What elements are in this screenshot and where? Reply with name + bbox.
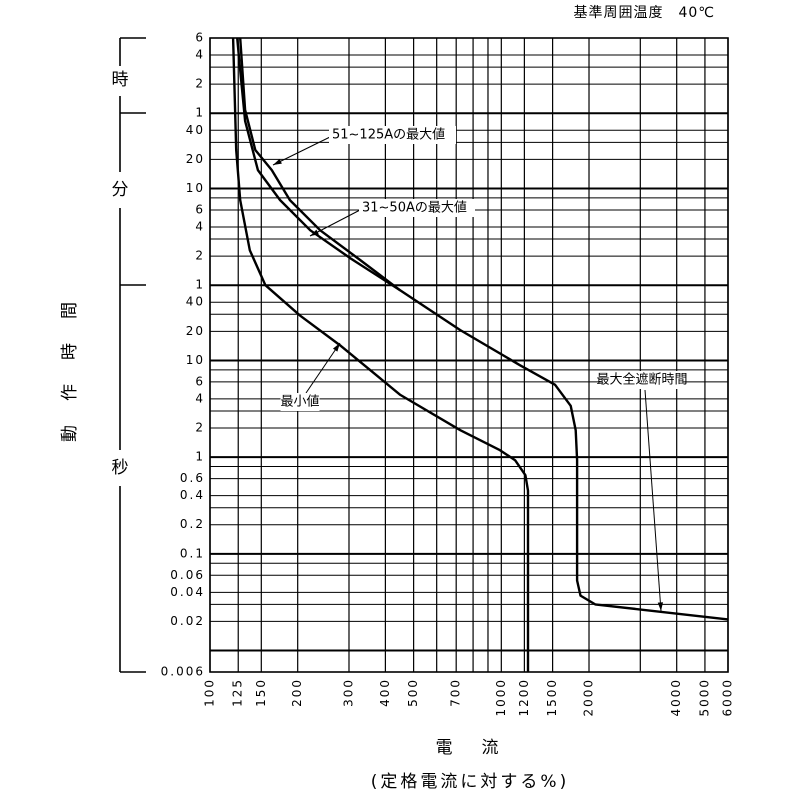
y-tick-label: 4 [195,48,205,62]
y-tick-label: 20 [186,324,205,338]
curve [236,37,401,292]
unit-label: 分 [112,180,129,200]
arrow-head [310,229,319,236]
annotation-arrow [272,136,331,166]
y-tick-label: 4 [195,391,205,405]
x-tick-label: 100 [203,678,217,707]
curve [399,289,729,621]
y-tick-label: 6 [195,31,205,45]
annotation-arrow [305,342,341,394]
y-tick-label: 0.06 [170,568,205,582]
x-tick-label: 1200 [517,678,531,717]
annotation-bg [329,126,456,144]
unit-label: 秒 [112,458,129,478]
chart-title: 基準周囲温度 40℃ [573,4,715,21]
arrow-head [657,602,664,611]
y-tick-label: 6 [195,202,205,216]
y-tick-label: 2 [195,77,205,91]
annotation-label: 31~50Aの最大値 [362,200,467,216]
unit-label: 時 [112,70,129,90]
y-tick-label: 0.2 [180,517,205,531]
y-tick-label: 40 [186,123,205,137]
annotation-bg [600,371,684,389]
annotation-arrow [309,209,361,237]
annotation-bg [359,199,475,217]
x-axis-subtitle: (定格電流に対する%) [371,772,569,792]
y-tick-label: 0.04 [170,585,205,599]
y-tick-label: 2 [195,421,205,435]
curve [231,37,530,672]
x-tick-label: 4000 [669,678,683,717]
unit-brackets [119,37,146,673]
y-tick-label: 0.4 [180,488,205,502]
annotation-label: 最小値 [280,394,319,410]
y-tick-label: 20 [186,152,205,166]
y-tick-label: 4 [195,219,205,233]
x-tick-label: 200 [290,678,304,707]
y-axis-title: 動作時間 [60,278,80,442]
annotation-arrow [644,389,662,612]
x-tick-label: 700 [449,678,463,707]
plot-frame [209,37,729,673]
annotation-label: 51~125Aの最大値 [332,127,445,143]
y-tick-label: 0.6 [180,471,205,485]
x-tick-label: 1500 [545,678,559,717]
curve [239,37,402,292]
x-tick-label: 400 [378,678,392,707]
y-tick-label: 0.02 [170,614,205,628]
annotation-bg [280,393,320,411]
x-axis-title: 電 流 [436,738,505,758]
arrow-head [273,158,282,165]
y-tick-label: 10 [186,353,205,367]
x-tick-label: 1000 [494,678,508,717]
y-tick-label: 6 [195,374,205,388]
annotation-label: 最大全遮断時間 [596,372,687,388]
y-tick-label: 2 [195,249,205,263]
x-tick-label: 300 [341,678,355,707]
x-tick-label: 2000 [582,678,596,717]
arrow-head [332,343,340,352]
x-tick-label: 125 [231,678,245,707]
x-tick-label: 500 [406,678,420,707]
y-tick-label: 0.1 [180,546,205,560]
x-tick-label: 150 [254,678,268,707]
y-tick-label: 40 [186,295,205,309]
x-tick-label: 5000 [697,678,711,717]
y-tick-label: 1 [195,450,205,464]
y-tick-label: 1 [195,106,205,120]
x-tick-label: 6000 [721,678,735,717]
y-tick-label: 10 [186,181,205,195]
y-tick-label: 0.006 [161,665,205,679]
y-tick-label: 1 [195,278,205,292]
